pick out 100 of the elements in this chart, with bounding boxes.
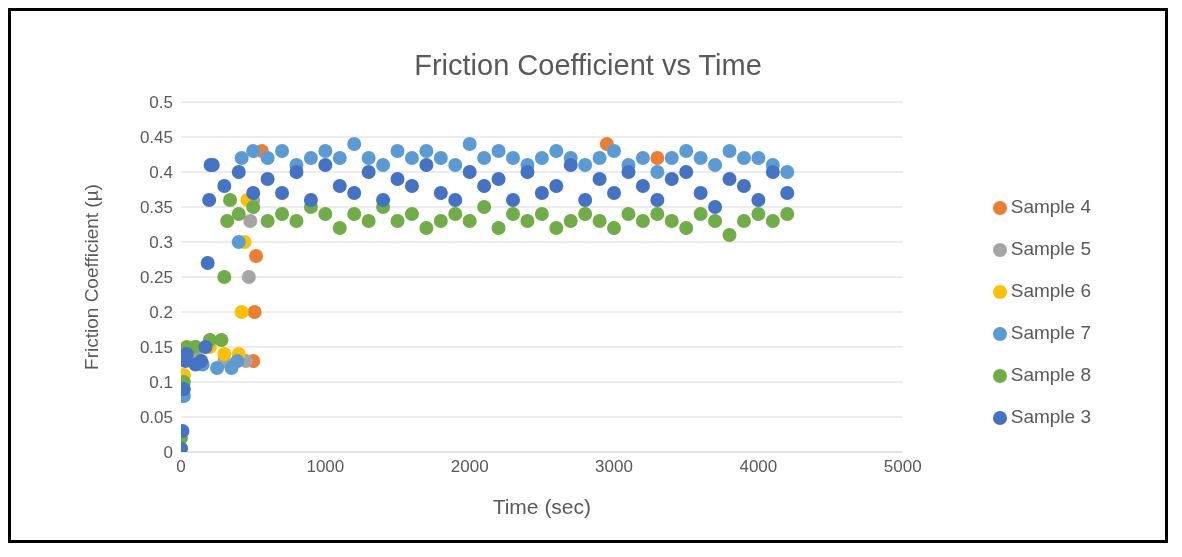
point [534, 186, 549, 200]
legend-label: Sample 8 [1010, 364, 1091, 385]
point [181, 347, 194, 361]
x-tick-label: 2000 [450, 457, 489, 477]
point [563, 158, 578, 172]
point [679, 165, 694, 179]
point [217, 347, 232, 361]
point [448, 193, 463, 207]
point [635, 151, 650, 165]
point [592, 151, 607, 165]
point [200, 256, 215, 270]
point [332, 179, 347, 193]
point [534, 207, 549, 221]
y-tick-label: 0 [163, 443, 173, 463]
point [477, 151, 492, 165]
point [621, 165, 636, 179]
point [736, 179, 751, 193]
point [549, 221, 564, 235]
legend-label: Sample 5 [1010, 238, 1091, 259]
y-tick-label: 0.05 [139, 408, 173, 428]
x-axis-title: Time (sec) [492, 495, 592, 518]
point [578, 193, 593, 207]
point [198, 340, 213, 354]
point [231, 207, 246, 221]
point [246, 144, 261, 158]
y-tick-label: 0.15 [139, 338, 173, 358]
x-tick-label: 1000 [306, 457, 345, 477]
point [491, 144, 506, 158]
point [693, 151, 708, 165]
point [679, 144, 694, 158]
point [491, 172, 506, 186]
y-tick-label: 0.1 [149, 373, 173, 393]
point [347, 137, 362, 151]
y-tick-label: 0.25 [139, 268, 173, 288]
point [780, 165, 795, 179]
point [708, 200, 723, 214]
point [765, 165, 780, 179]
chart-title: Friction Coefficient vs Time [413, 49, 763, 82]
point [361, 151, 376, 165]
point [607, 221, 622, 235]
point [520, 214, 535, 228]
legend-label: Sample 7 [1010, 322, 1091, 343]
point [260, 214, 275, 228]
point [234, 305, 249, 319]
point [708, 158, 723, 172]
x-tick-label: 0 [176, 457, 186, 477]
point [664, 214, 679, 228]
x-tick-label: 4000 [739, 457, 778, 477]
point [693, 207, 708, 221]
point [347, 186, 362, 200]
point [390, 144, 405, 158]
point [780, 186, 795, 200]
point [247, 305, 262, 319]
point [243, 214, 258, 228]
point [318, 144, 333, 158]
point [217, 179, 232, 193]
y-axis-title: Friction Coefficient (µ) [80, 184, 102, 370]
point [404, 179, 419, 193]
point [722, 172, 737, 186]
point [433, 186, 448, 200]
point [592, 172, 607, 186]
point [534, 151, 549, 165]
point [491, 221, 506, 235]
y-tick-label: 0.2 [149, 303, 173, 323]
point [404, 207, 419, 221]
legend-label: Sample 6 [1010, 280, 1091, 301]
point [765, 214, 780, 228]
point [419, 144, 434, 158]
point [751, 193, 766, 207]
point [722, 144, 737, 158]
point [249, 249, 264, 263]
point [275, 186, 290, 200]
x-tick-label: 3000 [595, 457, 633, 477]
point [549, 179, 564, 193]
point [621, 207, 636, 221]
point [419, 158, 434, 172]
point [241, 270, 256, 284]
point [289, 214, 304, 228]
y-tick-label: 0.4 [149, 163, 173, 183]
point [318, 207, 333, 221]
point [650, 207, 665, 221]
point [722, 228, 737, 242]
point [202, 193, 217, 207]
y-tick-label: 0.35 [139, 198, 173, 218]
point [376, 158, 391, 172]
point [520, 165, 535, 179]
point [234, 151, 249, 165]
point [220, 214, 235, 228]
point [332, 221, 347, 235]
point [260, 151, 275, 165]
x-tick-label: 5000 [883, 457, 922, 477]
point [223, 193, 238, 207]
point [477, 200, 492, 214]
point [448, 158, 463, 172]
legend-label: Sample 4 [1010, 196, 1091, 217]
point [275, 207, 290, 221]
point [390, 214, 405, 228]
point [303, 151, 318, 165]
point [635, 179, 650, 193]
point [664, 151, 679, 165]
